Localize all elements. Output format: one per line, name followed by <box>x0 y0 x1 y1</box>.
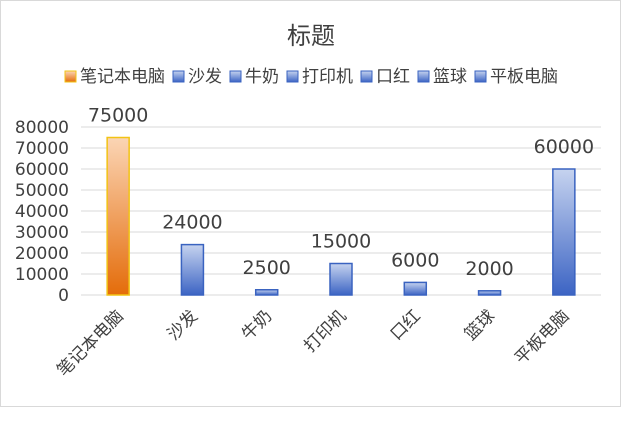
x-tick-label: 打印机 <box>300 306 350 356</box>
data-labels: 75000 24000 2500 15000 6000 2000 60000 <box>88 105 594 280</box>
y-tick-label: 0 <box>58 286 69 306</box>
bar <box>329 262 353 296</box>
x-tick-label: 篮球 <box>461 306 499 344</box>
data-label: 2500 <box>243 257 291 279</box>
legend-entry: 沙发 <box>188 67 222 87</box>
y-tick-label: 10000 <box>15 265 69 285</box>
y-tick-label: 20000 <box>15 244 69 264</box>
x-tick-label: 笔记本电脑 <box>53 306 127 380</box>
y-tick-label: 50000 <box>15 181 69 201</box>
legend-swatch <box>64 70 77 83</box>
legend-entry: 平板电脑 <box>490 67 558 87</box>
legend-entry: 笔记本电脑 <box>80 67 165 87</box>
data-label: 6000 <box>391 249 439 271</box>
chart-title: 标题 <box>287 22 335 50</box>
legend: 笔记本电脑 沙发 牛奶 打印机 口红 篮球 平板电脑 <box>64 67 558 87</box>
x-axis: 笔记本电脑 沙发 牛奶 打印机 口红 篮球 平板电脑 <box>53 306 573 380</box>
data-label: 15000 <box>311 231 371 253</box>
x-tick-label: 牛奶 <box>238 306 276 344</box>
bar-chart: 标题 笔记本电脑 沙发 牛奶 打印机 口红 篮球 平板电脑 0100002000030000… <box>15 22 601 381</box>
chart-frame: 标题 笔记本电脑 沙发 牛奶 打印机 口红 篮球 平板电脑 0 10000 20000 30000… <box>0 0 621 407</box>
y-tick-label: 40000 <box>15 202 69 222</box>
bar <box>106 136 130 296</box>
legend-swatch <box>229 70 242 83</box>
legend-entry: 口红 <box>376 67 410 87</box>
x-tick-label: 沙发 <box>164 306 202 344</box>
data-label: 2000 <box>465 258 513 280</box>
y-tick-label: 60000 <box>15 160 69 180</box>
legend-swatch <box>474 70 487 83</box>
bar <box>477 290 502 296</box>
legend-swatch <box>286 70 299 83</box>
legend-swatch <box>172 70 185 83</box>
y-tick-label: 30000 <box>15 223 69 243</box>
x-tick-label: 平板电脑 <box>511 306 573 368</box>
bar <box>254 289 279 296</box>
x-tick-label: 口红 <box>387 306 425 344</box>
legend-entry: 打印机 <box>302 67 353 87</box>
legend-entry: 篮球 <box>433 67 467 87</box>
data-label: 60000 <box>534 136 594 158</box>
gridlines <box>81 126 601 296</box>
bar <box>552 168 576 296</box>
y-axis: 0100002000030000400005000060000700008000… <box>15 118 69 306</box>
data-label: 24000 <box>162 212 222 234</box>
bar <box>403 281 428 296</box>
legend-swatch <box>417 70 430 83</box>
y-tick-label: 80000 <box>15 118 69 138</box>
bar <box>180 243 205 296</box>
legend-entry: 牛奶 <box>245 67 279 87</box>
data-label: 75000 <box>88 105 148 127</box>
legend-swatch <box>360 70 373 83</box>
y-tick-label: 70000 <box>15 139 69 159</box>
bars <box>106 136 576 296</box>
